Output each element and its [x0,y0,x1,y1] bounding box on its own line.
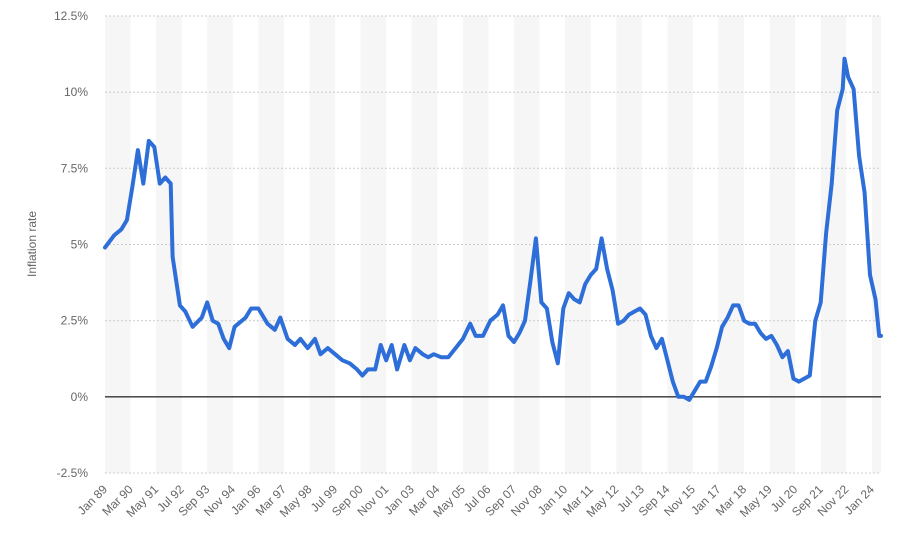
y-tick-label: 7.5% [61,161,89,175]
y-tick-label: 0% [71,390,89,404]
background-band [207,16,233,473]
y-tick-label: 5% [71,238,89,252]
y-axis: 12.5% 10% 7.5% 5% 2.5% 0% -2.5% [54,9,88,480]
inflation-series-line [103,56,883,402]
y-tick-label: -2.5% [57,466,89,480]
background-band [871,16,881,473]
y-tick-label: 2.5% [61,314,89,328]
x-tick-label: Jan 24 [842,482,878,518]
y-axis-label: Inflation rate [25,211,39,277]
y-tick-label: 12.5% [54,9,88,23]
y-tick-label: 10% [64,85,88,99]
grid-lines [105,15,881,474]
series-layer [103,56,883,402]
